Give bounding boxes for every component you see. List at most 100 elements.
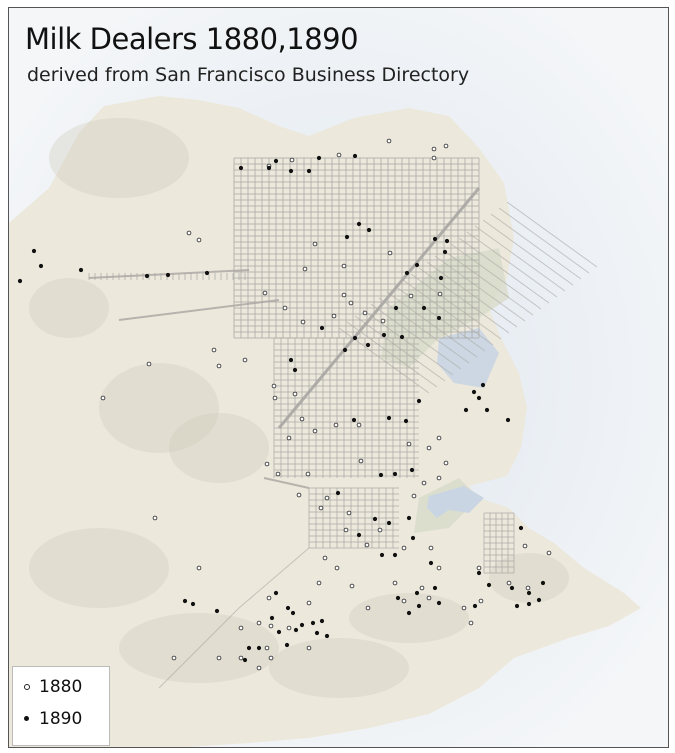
dealer-1880-point: [525, 585, 531, 591]
dealer-1890-point: [273, 590, 279, 596]
dealer-1880-point: [216, 363, 222, 369]
dealer-1890-point: [421, 305, 427, 311]
dealer-1880-point: [196, 565, 202, 571]
dealer-1890-point: [314, 630, 320, 636]
dealer-1880-point: [341, 263, 347, 269]
legend: 1880 1890: [12, 666, 110, 746]
dealer-1880-point: [334, 565, 340, 571]
dealer-1890-point: [438, 275, 444, 281]
dealer-1880-point: [146, 361, 152, 367]
dealer-1890-point: [399, 334, 405, 340]
dealer-1880-point: [443, 143, 449, 149]
dealer-1880-point: [216, 655, 222, 661]
dealer-1890-point: [182, 598, 188, 604]
dealer-1880-point: [256, 620, 262, 626]
dealer-1890-point: [356, 221, 362, 227]
dealer-1890-point: [204, 270, 210, 276]
dealer-1880-point: [312, 428, 318, 434]
legend-label-1880: 1880: [39, 677, 83, 697]
legend-item-1890: 1890: [21, 709, 82, 729]
dealer-1880-point: [358, 458, 364, 464]
dealer-1880-point: [392, 580, 398, 586]
dealer-1880-point: [341, 292, 347, 298]
dealer-1880-point: [152, 515, 158, 521]
dealer-1880-point: [264, 461, 270, 467]
dealer-1890-point: [406, 515, 412, 521]
dealer-1880-point: [100, 395, 106, 401]
dealer-1890-point: [480, 382, 486, 388]
dealer-1880-point: [275, 471, 281, 477]
dealer-1890-point: [540, 580, 546, 586]
dealer-1890-point: [256, 645, 262, 651]
dealer-1880-point: [349, 583, 355, 589]
dealer-1890-point: [342, 347, 348, 353]
dealer-1880-point: [196, 237, 202, 243]
hill-shading: [29, 118, 569, 698]
dealer-1880-point: [238, 625, 244, 631]
dealer-1880-point: [292, 391, 298, 397]
dealer-1890-point: [472, 603, 478, 609]
dealer-1890-point: [386, 520, 392, 526]
dealer-1880-point: [322, 555, 328, 561]
dealer-1890-point: [444, 238, 450, 244]
dealer-1880-point: [296, 492, 302, 498]
dealer-1880-point: [171, 655, 177, 661]
dealer-1880-point: [364, 542, 370, 548]
dealer-1880-point: [426, 595, 432, 601]
dealer-1880-point: [436, 435, 442, 441]
dealer-1890-point: [238, 165, 244, 171]
dealer-1890-point: [404, 270, 410, 276]
dealer-1880-point: [331, 313, 337, 319]
dealer-1880-point: [461, 605, 467, 611]
dealer-1890-point: [31, 248, 37, 254]
dealer-1880-point: [401, 545, 407, 551]
dealer-1890-point: [416, 603, 422, 609]
dealer-1880-point: [421, 480, 427, 486]
dealer-1890-point: [414, 590, 420, 596]
dealer-1890-point: [526, 601, 532, 607]
map-title: Milk Dealers 1880,1890: [25, 22, 359, 56]
dealer-1890-point: [514, 603, 520, 609]
dealer-1890-point: [428, 560, 434, 566]
dealer-1880-point: [408, 293, 414, 299]
bay-shallows: [437, 328, 499, 388]
dealer-1890-point: [392, 552, 398, 558]
dealer-1880-point: [443, 460, 449, 466]
dealer-1880-point: [436, 565, 442, 571]
dealer-1880-point: [419, 585, 425, 591]
dealer-1890-point: [432, 236, 438, 242]
bay-inlet: [427, 486, 484, 518]
dealer-1890-point: [285, 605, 291, 611]
dealer-1890-point: [273, 158, 279, 164]
dealer-1890-point: [505, 417, 511, 423]
dealer-1890-point: [476, 395, 482, 401]
dealer-1880-point: [306, 600, 312, 606]
dealer-1890-point: [246, 645, 252, 651]
dealer-1880-point: [380, 318, 386, 324]
dealer-1880-point: [377, 527, 383, 533]
dealer-1890-point: [536, 597, 542, 603]
legend-label-1890: 1890: [39, 709, 83, 729]
dealer-1890-point: [410, 535, 416, 541]
dealer-1890-point: [316, 155, 322, 161]
dealer-1890-point: [463, 407, 469, 413]
dealer-1880-point: [346, 510, 352, 516]
dealer-dots: [17, 138, 552, 671]
dealer-1890-point: [288, 357, 294, 363]
dealer-1890-point: [310, 620, 316, 626]
map-canvas: [9, 8, 668, 747]
dealer-1880-point: [268, 655, 274, 661]
dealer-1880-point: [256, 665, 262, 671]
dealer-1880-point: [343, 527, 349, 533]
dealer-1890-point: [486, 582, 492, 588]
dealer-1890-point: [38, 263, 44, 269]
dealer-1890-point: [266, 165, 272, 171]
dealer-1890-point: [476, 570, 482, 576]
dealer-1880-point: [262, 290, 268, 296]
map-frame: Milk Dealers 1880,1890 derived from San …: [8, 7, 669, 748]
dealer-1880-point: [300, 319, 306, 325]
dealer-1880-point: [324, 495, 330, 501]
dealer-1890-point: [356, 532, 362, 538]
dealer-1880-point: [272, 395, 278, 401]
dealer-1890-point: [269, 615, 275, 621]
